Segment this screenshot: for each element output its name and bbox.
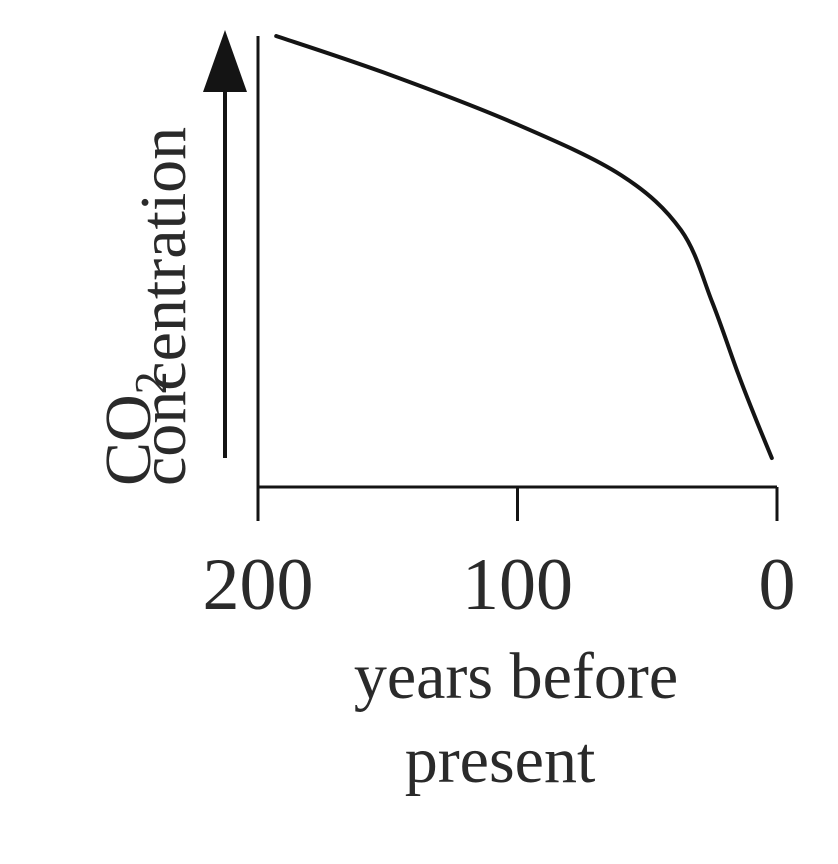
y-axis-title-co: CO [92, 394, 165, 486]
x-tick-label: 0 [759, 544, 796, 626]
series-line [274, 34, 774, 460]
y-axis-title-line2: concentration [127, 127, 200, 486]
y-axis-title-subscript: 2 [125, 371, 176, 394]
x-ticks-group: 200 100 0 [203, 487, 796, 626]
y-arrow-head-icon [203, 30, 247, 92]
y-axis-title: CO2 [92, 371, 176, 486]
x-axis-title-line1: years before [354, 640, 678, 713]
x-tick-label: 100 [462, 544, 573, 626]
x-axis-title-line2: present [405, 724, 596, 797]
x-tick-label: 200 [203, 544, 314, 626]
